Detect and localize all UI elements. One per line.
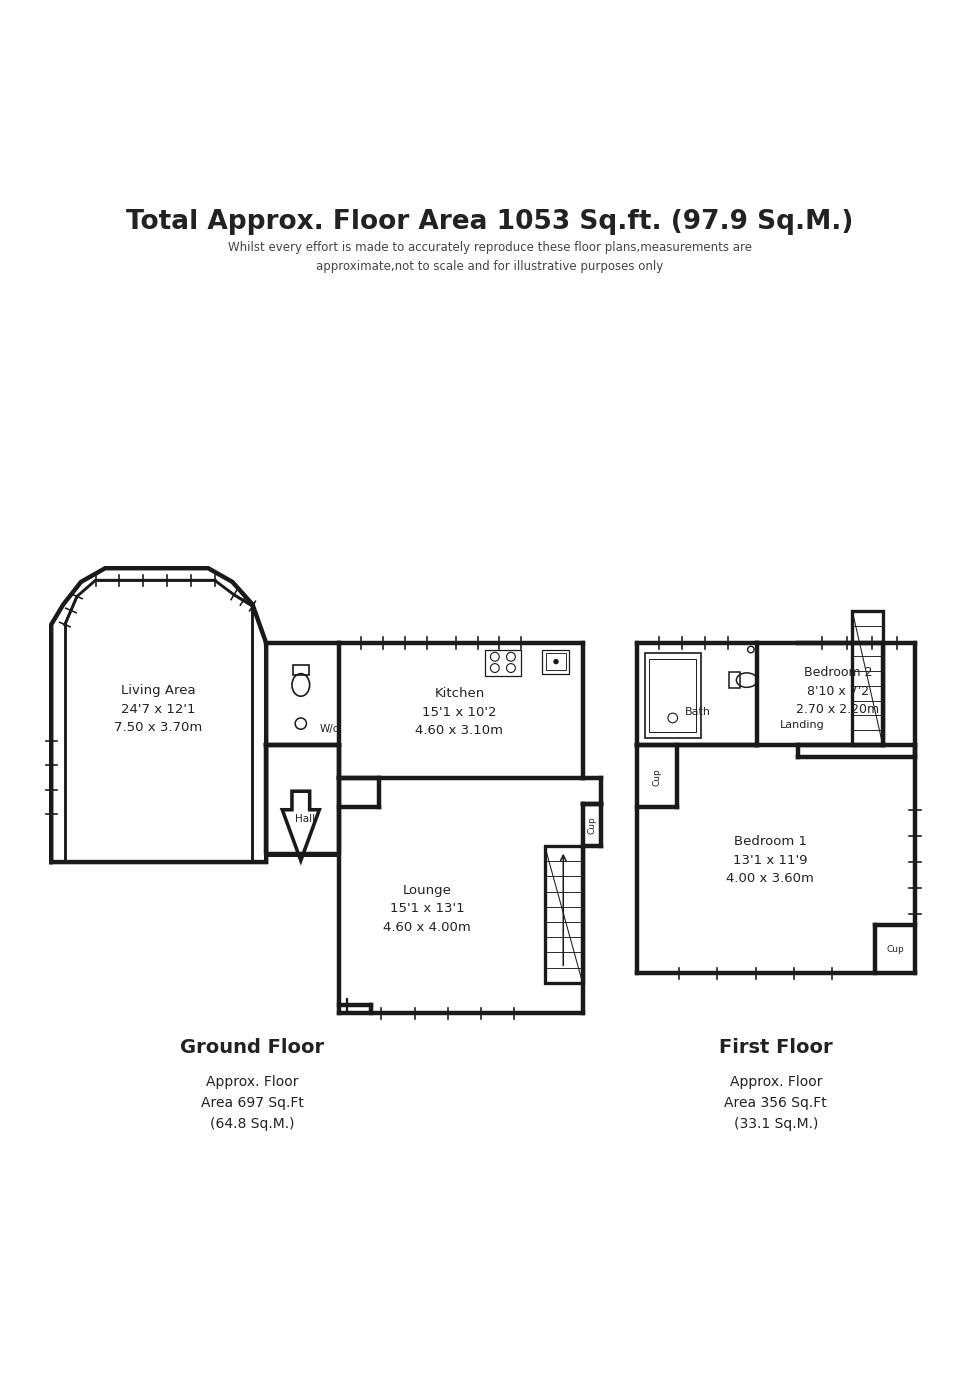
Bar [542,650,569,674]
Text: Bath: Bath [685,707,710,718]
Text: W/c: W/c [319,725,339,735]
Bar [650,660,696,732]
Text: Bedroom 1
13'1 x 11'9
4.00 x 3.60m: Bedroom 1 13'1 x 11'9 4.00 x 3.60m [726,836,814,886]
Text: Approx. Floor
Area 356 Sq.Ft
(33.1 Sq.M.): Approx. Floor Area 356 Sq.Ft (33.1 Sq.M.… [724,1076,827,1131]
Text: First Floor: First Floor [719,1038,833,1056]
Circle shape [554,660,558,664]
Text: Cup: Cup [652,768,662,786]
Text: Whilst every effort is made to accurately reproduce these floor plans,measuremen: Whilst every effort is made to accuratel… [228,241,752,273]
Text: Bedroom 2
8'10 x 7'2
2.70 x 2.20m: Bedroom 2 8'10 x 7'2 2.70 x 2.20m [796,667,879,717]
Bar [485,650,520,676]
Text: Cup: Cup [886,944,904,954]
Text: Hall: Hall [295,814,315,823]
Text: Approx. Floor
Area 697 Sq.Ft
(64.8 Sq.M.): Approx. Floor Area 697 Sq.Ft (64.8 Sq.M.… [201,1076,304,1131]
Bar [546,653,565,671]
Bar [293,665,309,675]
Text: Kitchen
15'1 x 10'2
4.60 x 3.10m: Kitchen 15'1 x 10'2 4.60 x 3.10m [416,687,504,737]
Text: Living Area
24'7 x 12'1
7.50 x 3.70m: Living Area 24'7 x 12'1 7.50 x 3.70m [115,685,203,735]
Bar [645,653,701,739]
Text: Cup: Cup [587,816,597,834]
Bar [545,845,582,983]
Text: Ground Floor: Ground Floor [180,1038,324,1056]
Text: Landing: Landing [780,721,825,730]
Text: Total Approx. Floor Area 1053 Sq.ft. (97.9 Sq.M.): Total Approx. Floor Area 1053 Sq.ft. (97… [126,209,854,236]
Bar [729,672,740,689]
Text: Lounge
15'1 x 13'1
4.60 x 4.00m: Lounge 15'1 x 13'1 4.60 x 4.00m [383,884,471,934]
Polygon shape [282,791,319,861]
Bar [853,611,883,746]
